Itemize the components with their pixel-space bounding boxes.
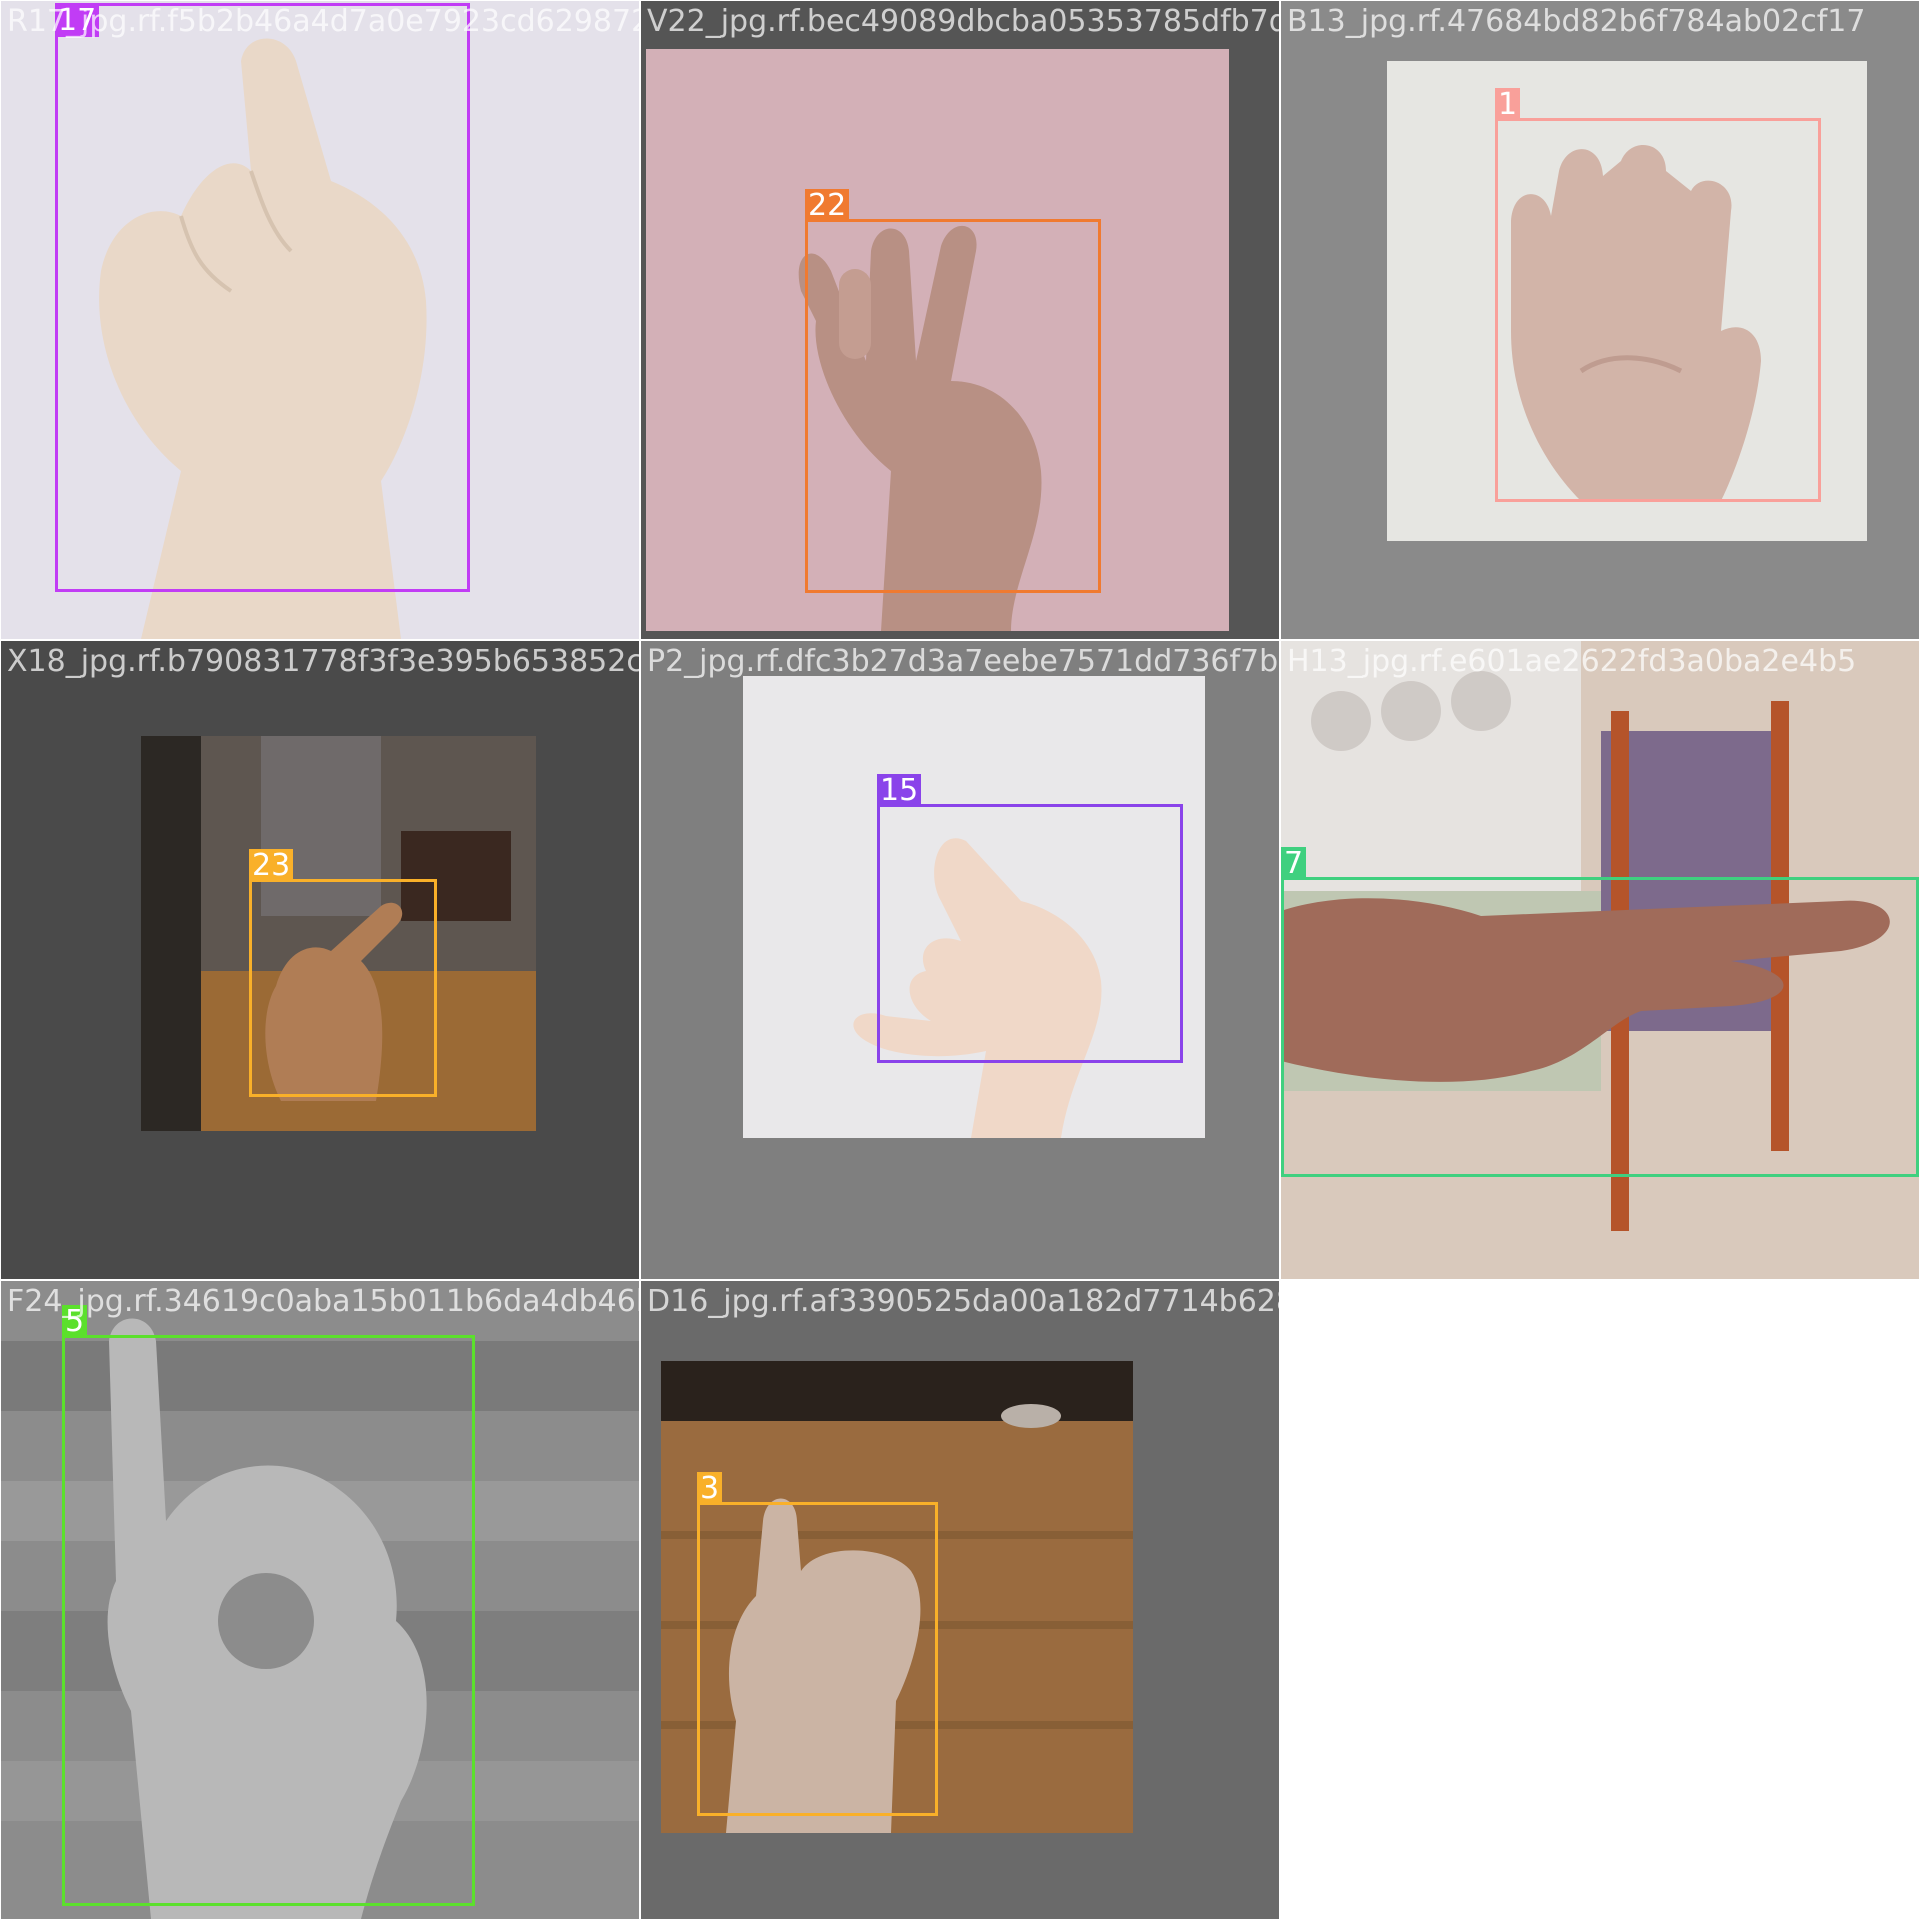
photo-hand-d16 <box>641 1281 1279 1919</box>
photo-hand-p2 <box>641 641 1279 1279</box>
bounding-box: 3 <box>697 1472 938 1816</box>
filename-label: X18_jpg.rf.b790831778f3f3e395b653852c670 <box>7 644 639 679</box>
class-label: 1 <box>1495 88 1521 122</box>
bounding-box: 1 <box>1495 88 1821 502</box>
photo-hand-r17 <box>1 1 639 639</box>
tile-d16: D16_jpg.rf.af3390525da00a182d7714b628b21… <box>641 1281 1279 1919</box>
filename-label: R17_jpg.rf.f5b2b46a4d7a0e7923cd6298721f0… <box>7 4 639 39</box>
bounding-box: 17 <box>55 3 470 592</box>
filename-label: F24_jpg.rf.34619c0aba15b011b6da4db46b99 <box>7 1284 639 1319</box>
photo-hand-h13 <box>1281 641 1919 1279</box>
tile-b13: B13_jpg.rf.47684bd82b6f784ab02cf17 1 <box>1281 1 1919 639</box>
photo-hand-f24 <box>1 1281 639 1919</box>
filename-label: H13_jpg.rf.e601ae2622fd3a0ba2e4b5 <box>1287 644 1857 679</box>
tile-v22: V22_jpg.rf.bec49089dbcba05353785dfb7d6e9… <box>641 1 1279 639</box>
class-label: 23 <box>249 849 294 883</box>
bounding-box: 23 <box>249 849 437 1097</box>
bounding-box: 7 <box>1281 847 1919 1177</box>
class-label: 15 <box>877 774 922 808</box>
bounding-box: 5 <box>62 1305 475 1906</box>
filename-label: P2_jpg.rf.dfc3b27d3a7eebe7571dd736f7bdb9… <box>647 644 1279 679</box>
photo-hand-x18 <box>1 641 639 1279</box>
class-label: 17 <box>55 4 100 38</box>
class-label: 22 <box>805 189 850 223</box>
filename-label: D16_jpg.rf.af3390525da00a182d7714b628b21 <box>647 1284 1279 1319</box>
tile-r17: R17_jpg.rf.f5b2b46a4d7a0e7923cd6298721f0… <box>1 1 639 639</box>
tile-p2: P2_jpg.rf.dfc3b27d3a7eebe7571dd736f7bdb9… <box>641 641 1279 1279</box>
tile-h13: H13_jpg.rf.e601ae2622fd3a0ba2e4b5 7 <box>1281 641 1919 1279</box>
filename-label: V22_jpg.rf.bec49089dbcba05353785dfb7d6e9 <box>647 4 1279 39</box>
photo-hand-b13 <box>1281 1 1919 639</box>
class-label: 3 <box>697 1472 723 1506</box>
bounding-box: 15 <box>877 774 1183 1063</box>
filename-label: B13_jpg.rf.47684bd82b6f784ab02cf17 <box>1287 4 1866 39</box>
class-label: 5 <box>62 1305 88 1339</box>
photo-hand-v22 <box>641 1 1279 639</box>
class-label: 7 <box>1281 847 1307 881</box>
tile-f24: F24_jpg.rf.34619c0aba15b011b6da4db46b99 … <box>1 1281 639 1919</box>
bounding-box: 22 <box>805 189 1101 593</box>
tile-x18: X18_jpg.rf.b790831778f3f3e395b653852c670… <box>1 641 639 1279</box>
